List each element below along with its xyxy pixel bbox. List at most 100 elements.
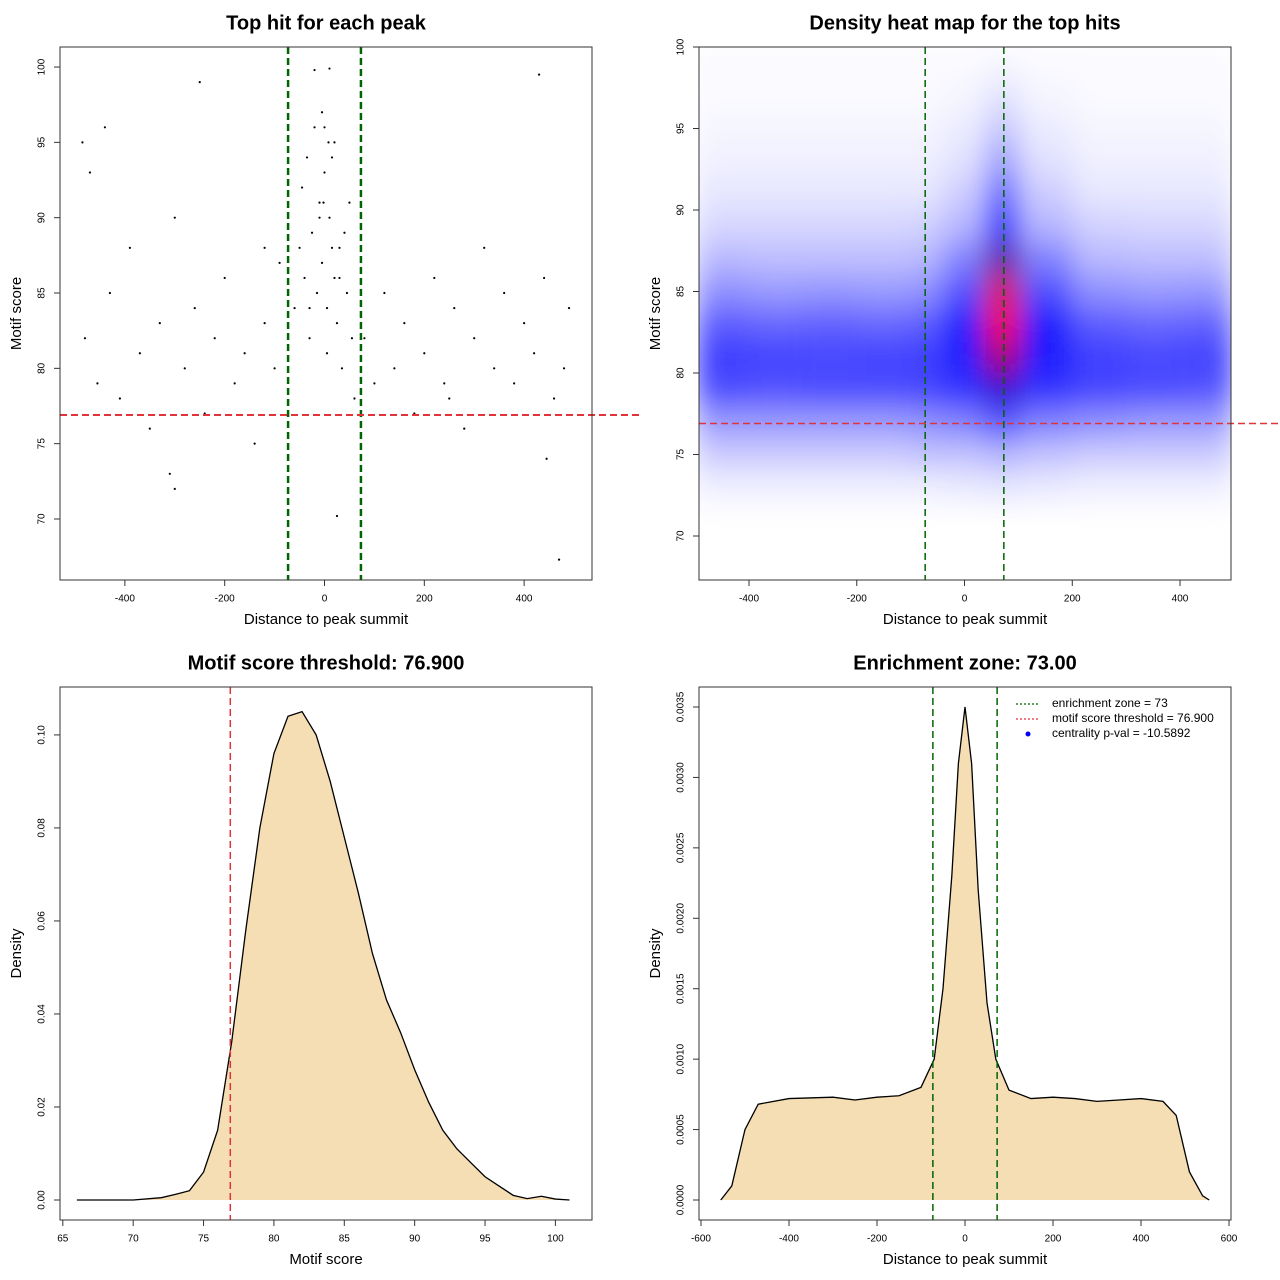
heat-cell <box>1126 438 1181 472</box>
y-tick-label: 75 <box>37 438 48 450</box>
point <box>318 216 321 219</box>
heat-cell <box>1072 177 1127 211</box>
heat-cell <box>856 242 912 276</box>
heat-cell <box>1018 47 1073 81</box>
heat-cell <box>699 340 750 374</box>
heat-cell <box>1126 79 1181 113</box>
point <box>273 367 276 370</box>
legend-symbol <box>1025 731 1031 737</box>
heat-cell <box>1126 340 1181 374</box>
heat-cell <box>856 79 912 113</box>
point <box>83 337 87 340</box>
point <box>463 427 466 430</box>
x-tick-label: -400 <box>115 594 135 605</box>
point <box>308 337 311 340</box>
heat-cell <box>910 275 944 309</box>
heat-cell <box>802 47 858 81</box>
heat-cell <box>986 307 1019 341</box>
point <box>325 352 329 355</box>
x-tick-label: -200 <box>847 594 867 605</box>
heat-cell <box>856 144 912 178</box>
y-tick-label: 80 <box>676 367 687 379</box>
heat-cell <box>1126 112 1181 146</box>
heat-cell <box>802 242 858 276</box>
heat-cell <box>942 177 987 211</box>
heat-cell <box>1126 470 1181 504</box>
y-axis-label: Density <box>8 928 25 979</box>
point <box>363 337 366 340</box>
point <box>81 141 84 144</box>
panel: -400 -200 0 200 400 70 75 80 85 90 95 100 Density he… <box>647 12 1279 628</box>
heat-cell <box>1126 47 1181 81</box>
heat-cell <box>802 470 858 504</box>
x-tick-label: 0 <box>962 594 968 605</box>
heat-cell <box>986 47 1019 81</box>
chart-title: Motif score threshold: 76.900 <box>188 652 465 674</box>
heat-cells <box>699 47 1231 504</box>
heat-cell <box>986 144 1019 178</box>
point <box>448 397 451 400</box>
heat-cell <box>942 470 987 504</box>
point <box>433 276 436 280</box>
heat-cell <box>748 340 804 374</box>
heat-cell <box>942 242 987 276</box>
x-tick-label: 600 <box>1221 1234 1238 1245</box>
x-tick-label: 400 <box>1133 1234 1150 1245</box>
point <box>303 276 306 280</box>
heat-cell <box>986 79 1019 113</box>
heat-cell <box>986 372 1019 407</box>
y-tick-label: 0.0010 <box>676 1043 687 1074</box>
x-tick-label: 75 <box>198 1234 210 1245</box>
heat-cell <box>1180 112 1231 146</box>
heat-cell <box>910 144 944 178</box>
heat-cell <box>802 275 858 309</box>
heat-cell <box>910 340 944 374</box>
point <box>168 472 171 475</box>
heat-cell <box>910 79 944 113</box>
point <box>338 276 341 280</box>
point <box>322 201 325 204</box>
heat-cell <box>699 112 750 146</box>
x-tick-label: -200 <box>867 1234 887 1245</box>
heat-cell <box>910 242 944 276</box>
point <box>310 231 314 234</box>
point <box>300 186 304 189</box>
y-tick-label: 95 <box>676 122 687 134</box>
heat-cell <box>699 209 750 244</box>
point <box>320 261 324 264</box>
heat-cell <box>1180 242 1231 276</box>
point <box>298 246 301 249</box>
point <box>343 231 346 234</box>
point <box>513 382 516 385</box>
heat-cell <box>748 275 804 309</box>
point <box>313 126 316 129</box>
heat-cell <box>1180 177 1231 211</box>
point <box>345 291 349 295</box>
point <box>88 171 92 174</box>
heat-cell <box>802 307 858 341</box>
y-tick-label: 90 <box>37 212 48 224</box>
heat-cell <box>942 144 987 178</box>
density-area <box>720 707 1210 1200</box>
y-tick-label: 0.0005 <box>676 1114 687 1145</box>
heat-cell <box>699 79 750 113</box>
point <box>473 337 476 340</box>
x-tick-label: -400 <box>739 594 759 605</box>
heat-cell <box>910 209 944 244</box>
heat-cell <box>942 405 987 439</box>
point <box>213 337 216 340</box>
heat-cell <box>1180 47 1231 81</box>
point <box>483 246 486 249</box>
point <box>533 352 536 355</box>
y-axis-label: Density <box>647 928 664 979</box>
heat-cell <box>1072 405 1127 439</box>
heat-cell <box>748 79 804 113</box>
heat-cell <box>856 177 912 211</box>
point <box>523 322 526 325</box>
x-tick-label: -400 <box>779 1234 799 1245</box>
y-tick-label: 0.0000 <box>676 1184 687 1215</box>
y-tick-label: 0.04 <box>37 1004 48 1024</box>
heat-cell <box>856 470 912 504</box>
point <box>552 397 556 400</box>
